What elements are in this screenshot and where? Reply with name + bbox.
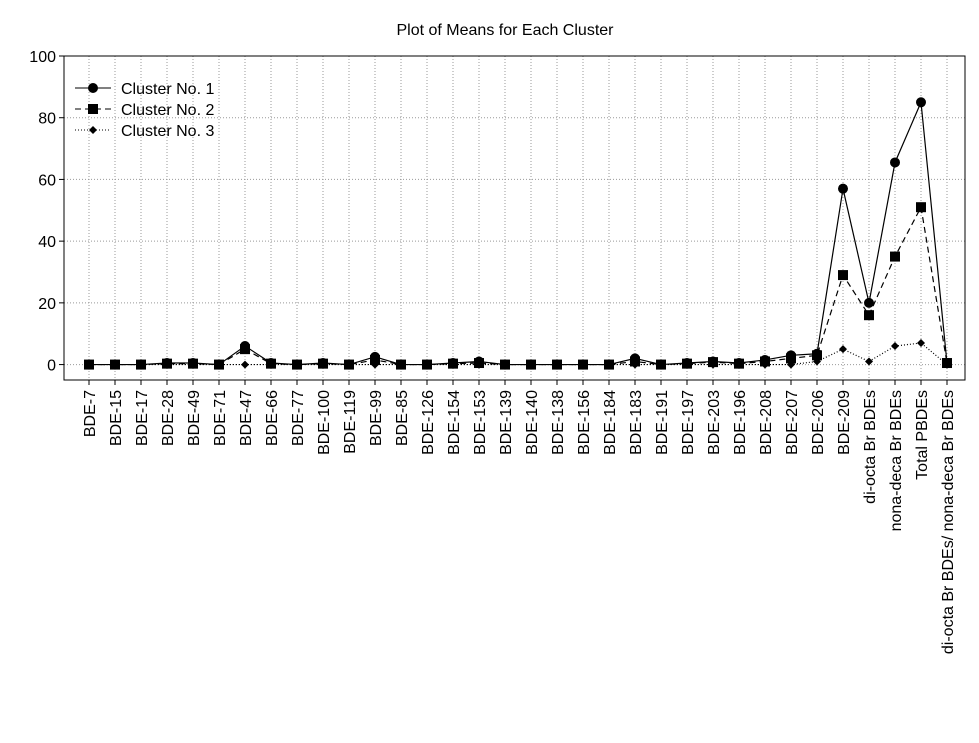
point: [345, 360, 353, 369]
x-tick-label: di-octa Br BDEs: [862, 390, 879, 504]
x-tick-label: Total PBDEs: [914, 390, 931, 480]
y-tick-label: 100: [29, 49, 56, 66]
point: [111, 360, 119, 369]
x-tick-label: BDE-49: [186, 390, 203, 446]
x-tick-label: BDE-47: [238, 390, 255, 446]
point: [501, 360, 509, 369]
point: [397, 360, 405, 369]
point: [813, 357, 821, 366]
point: [579, 360, 587, 369]
point: [631, 360, 639, 369]
point: [267, 360, 275, 369]
legend-marker: [88, 104, 98, 114]
point: [709, 360, 717, 369]
point: [605, 360, 613, 369]
x-tick-label: BDE-153: [472, 390, 489, 455]
x-tick-label: BDE-138: [550, 390, 567, 455]
point: [527, 360, 535, 369]
point: [370, 354, 380, 365]
point: [916, 202, 926, 213]
legend-marker: [89, 126, 97, 134]
x-tick-label: BDE-17: [134, 390, 151, 446]
point: [916, 97, 926, 108]
x-tick-label: BDE-154: [446, 390, 463, 455]
series: [85, 338, 951, 369]
x-tick-label: BDE-85: [394, 390, 411, 446]
point: [85, 360, 93, 369]
point: [241, 360, 249, 369]
x-tick-label: BDE-77: [290, 390, 307, 446]
point: [475, 360, 483, 369]
legend-label: Cluster No. 2: [121, 102, 214, 119]
y-tick-label: 80: [38, 111, 56, 128]
x-tick-label: BDE-66: [264, 390, 281, 446]
y-tick-label: 20: [38, 296, 56, 313]
x-tick-label: BDE-100: [316, 390, 333, 455]
point: [553, 360, 561, 369]
point: [189, 360, 197, 369]
line: [89, 342, 948, 366]
point: [215, 360, 223, 369]
point: [683, 360, 691, 369]
x-tick-label: BDE-156: [576, 390, 593, 455]
point: [864, 310, 874, 321]
y-tick-label: 60: [38, 172, 56, 189]
point: [864, 297, 874, 308]
point: [786, 353, 796, 364]
x-tick-label: BDE-191: [654, 390, 671, 455]
point: [865, 357, 873, 366]
x-tick-label: BDE-208: [758, 390, 775, 455]
x-tick-label: BDE-28: [160, 390, 177, 446]
x-tick-label: BDE-15: [108, 390, 125, 446]
point: [240, 344, 250, 355]
x-tick-label: BDE-71: [212, 390, 229, 446]
x-tick-label: BDE-140: [524, 390, 541, 455]
point: [838, 183, 848, 194]
x-tick-label: BDE-206: [810, 390, 827, 455]
point: [839, 345, 847, 354]
point: [890, 157, 900, 168]
point: [137, 360, 145, 369]
point: [657, 360, 665, 369]
x-tick-label: BDE-99: [368, 390, 385, 446]
y-tick-label: 40: [38, 234, 56, 251]
point: [838, 270, 848, 281]
chart-title: Plot of Means for Each Cluster: [397, 22, 615, 39]
x-tick-label: BDE-7: [82, 390, 99, 437]
x-tick-label: BDE-196: [732, 390, 749, 455]
y-tick-label: 0: [47, 358, 56, 375]
legend-label: Cluster No. 1: [121, 81, 214, 98]
point: [812, 350, 822, 361]
x-tick-label: BDE-184: [602, 390, 619, 455]
point: [449, 360, 457, 369]
point: [423, 360, 431, 369]
x-tick-label: BDE-139: [498, 390, 515, 455]
point: [735, 360, 743, 369]
legend-label: Cluster No. 3: [121, 123, 214, 140]
x-tick-label: BDE-207: [784, 390, 801, 455]
point: [319, 360, 327, 369]
point: [917, 338, 925, 347]
x-tick-label: BDE-197: [680, 390, 697, 455]
x-tick-label: BDE-203: [706, 390, 723, 455]
point: [890, 251, 900, 262]
point: [371, 360, 379, 369]
point: [787, 360, 795, 369]
x-tick-label: BDE-183: [628, 390, 645, 455]
x-tick-label: nona-deca Br BDEs: [888, 390, 905, 531]
point: [943, 360, 951, 369]
point: [293, 360, 301, 369]
x-tick-label: di-octa Br BDEs/ nona-deca Br BDEs: [940, 390, 957, 654]
point: [891, 342, 899, 351]
x-tick-label: BDE-209: [836, 390, 853, 455]
x-tick-label: BDE-119: [342, 390, 359, 454]
plot-frame: [63, 55, 966, 381]
x-tick-label: BDE-126: [420, 390, 437, 455]
line: [89, 205, 948, 366]
legend-marker: [88, 83, 98, 93]
point: [761, 360, 769, 369]
point: [163, 360, 171, 369]
